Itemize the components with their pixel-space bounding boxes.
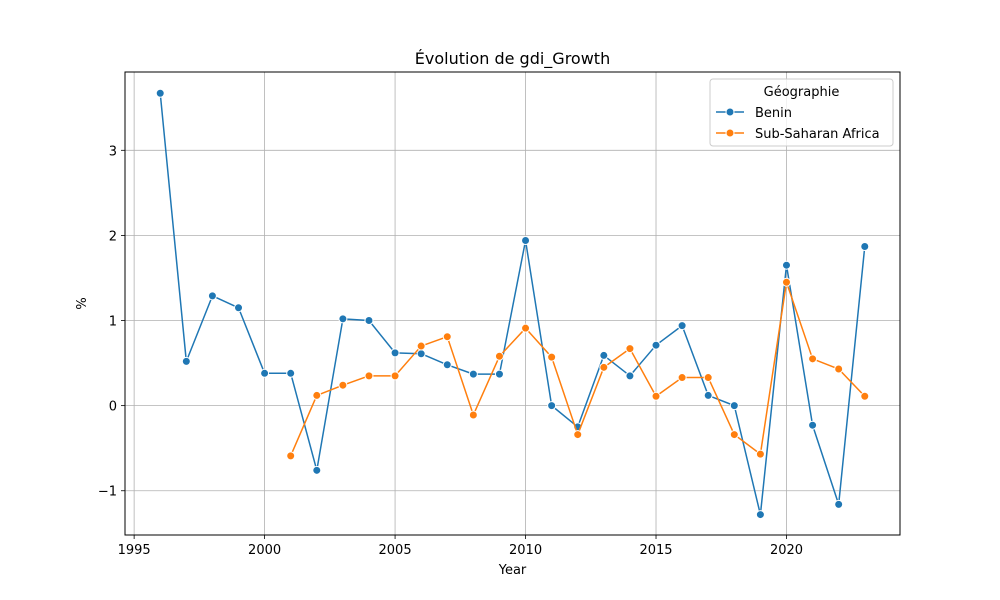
x-axis-label: Year: [498, 563, 527, 578]
chart-title: Évolution de gdi_Growth: [415, 49, 610, 69]
data-point-benin: [521, 236, 531, 246]
x-tick-label: 1995: [118, 543, 151, 558]
data-point-benin: [781, 260, 791, 270]
data-point-sub-saharan-africa: [834, 364, 844, 374]
data-point-benin: [155, 88, 165, 98]
series-layer: [155, 88, 870, 520]
y-tick-label: 2: [109, 229, 117, 244]
legend-label-benin: Benin: [755, 106, 792, 121]
y-tick-label: 0: [109, 400, 117, 415]
x-tick-label: 2005: [379, 543, 412, 558]
data-point-sub-saharan-africa: [677, 373, 687, 383]
x-tick-label: 2010: [509, 543, 542, 558]
x-tick-label: 2020: [770, 543, 803, 558]
data-point-benin: [729, 401, 739, 411]
data-point-sub-saharan-africa: [494, 351, 504, 361]
legend: Géographie Benin Sub-Saharan Africa: [709, 78, 894, 147]
data-point-sub-saharan-africa: [416, 341, 426, 351]
data-point-sub-saharan-africa: [312, 390, 322, 400]
data-point-sub-saharan-africa: [860, 391, 870, 401]
data-point-sub-saharan-africa: [442, 332, 452, 342]
y-tick-label: 1: [109, 315, 117, 330]
legend-title: Géographie: [764, 85, 840, 100]
series-line-benin: [159, 93, 866, 516]
data-point-benin: [677, 321, 687, 331]
data-point-benin: [651, 340, 661, 350]
data-point-benin: [286, 368, 296, 378]
y-tick-label: 3: [109, 144, 117, 159]
legend-label-sub-saharan-africa: Sub-Saharan Africa: [755, 127, 880, 142]
data-point-sub-saharan-africa: [364, 371, 374, 381]
plot-frame: [124, 71, 901, 536]
data-point-sub-saharan-africa: [468, 410, 478, 420]
data-point-benin: [468, 369, 478, 379]
legend-marker-sub-saharan-africa: [725, 128, 735, 138]
data-point-benin: [364, 316, 374, 326]
data-point-sub-saharan-africa: [547, 352, 557, 362]
legend-box: [709, 78, 894, 147]
data-point-benin: [416, 349, 426, 359]
legend-marker-benin: [725, 107, 735, 117]
data-point-benin: [260, 368, 270, 378]
data-point-benin: [338, 314, 348, 324]
data-point-benin: [834, 499, 844, 509]
grid: [125, 72, 900, 535]
y-axis-label: %: [75, 297, 90, 309]
data-point-sub-saharan-africa: [781, 277, 791, 287]
data-point-sub-saharan-africa: [338, 380, 348, 390]
data-point-sub-saharan-africa: [651, 391, 661, 401]
data-point-sub-saharan-africa: [703, 373, 713, 383]
data-point-benin: [703, 390, 713, 400]
data-point-sub-saharan-africa: [599, 362, 609, 372]
data-point-sub-saharan-africa: [808, 354, 818, 364]
data-point-benin: [207, 291, 217, 301]
data-point-benin: [625, 371, 635, 381]
data-point-benin: [442, 360, 452, 370]
data-point-sub-saharan-africa: [573, 430, 583, 440]
data-point-sub-saharan-africa: [390, 371, 400, 381]
data-point-benin: [181, 356, 191, 366]
data-point-sub-saharan-africa: [755, 449, 765, 459]
data-point-benin: [234, 303, 244, 313]
data-point-sub-saharan-africa: [286, 451, 296, 461]
data-point-benin: [494, 369, 504, 379]
data-point-sub-saharan-africa: [729, 430, 739, 440]
y-tick-label: −1: [98, 485, 117, 500]
data-point-benin: [860, 241, 870, 251]
data-point-benin: [755, 510, 765, 520]
data-point-benin: [808, 420, 818, 430]
data-point-benin: [312, 465, 322, 475]
x-tick-label: 2015: [639, 543, 672, 558]
ticks: 1995 2000 2005 2010 2015 2020 −1 0 1 2 3: [98, 144, 803, 558]
data-point-benin: [599, 350, 609, 360]
x-tick-label: 2000: [248, 543, 281, 558]
data-point-benin: [547, 401, 557, 411]
data-point-benin: [390, 348, 400, 358]
data-point-sub-saharan-africa: [625, 344, 635, 354]
data-point-sub-saharan-africa: [521, 323, 531, 333]
